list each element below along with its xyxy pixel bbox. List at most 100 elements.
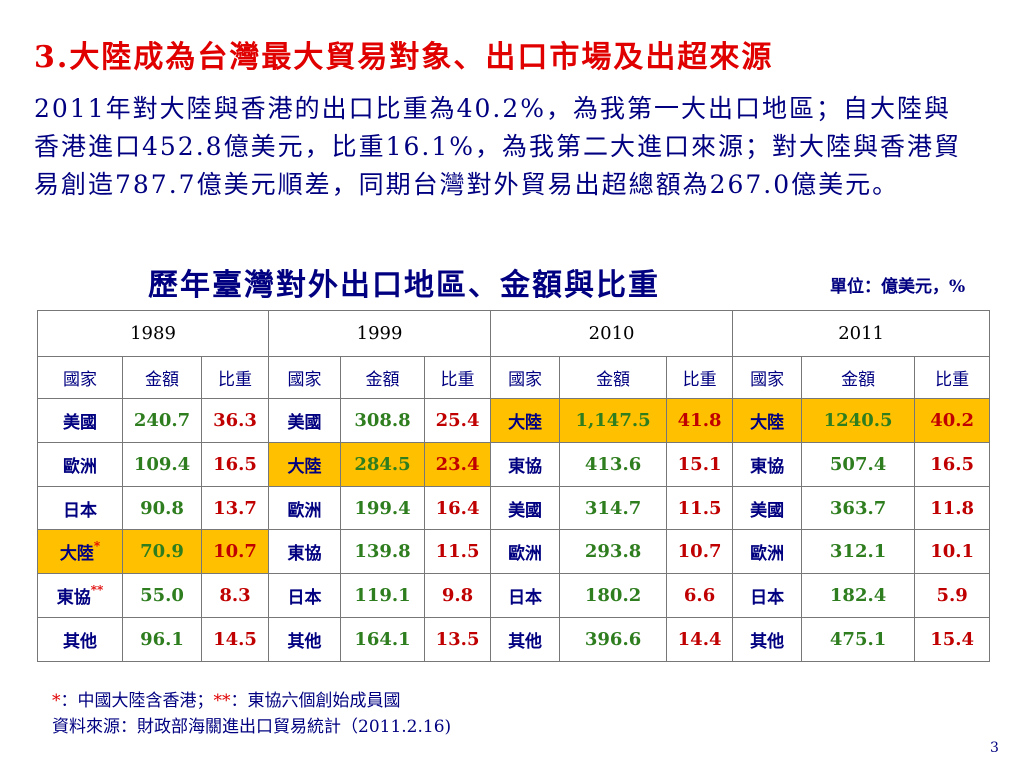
share-cell: 15.4: [914, 617, 991, 662]
col-header-share: 比重: [424, 356, 492, 399]
country-cell: 大陸: [490, 398, 561, 443]
country-cell: 大陸*: [37, 529, 123, 575]
amount-cell: 70.9: [122, 529, 202, 575]
footnote-text: ：中國大陸含香港；: [60, 691, 214, 711]
share-cell: 8.3: [200, 573, 270, 619]
share-cell: 11.8: [914, 485, 991, 531]
table-row: 大陸* 70.9 10.7 東協 139.8 11.5 歐洲 293.8 10.…: [37, 529, 991, 575]
amount-cell: 1240.5: [801, 398, 916, 443]
footnote-markers-line: *：中國大陸含香港；**：東協六個創始成員國: [52, 688, 451, 714]
amount-cell: 164.1: [340, 617, 426, 662]
amount-cell: 199.4: [340, 485, 426, 531]
year-header: 1989: [36, 310, 270, 357]
country-cell: 美國: [268, 398, 342, 443]
col-header-country: 國家: [732, 356, 803, 399]
share-cell: 16.5: [200, 441, 270, 487]
amount-cell: 308.8: [340, 398, 426, 443]
country-cell: 日本: [268, 573, 342, 619]
share-cell: 14.5: [200, 617, 270, 662]
col-header-share: 比重: [914, 356, 991, 399]
country-cell: 東協**: [37, 573, 123, 619]
table-row: 其他 96.1 14.5 其他 164.1 13.5 其他 396.6 14.4…: [37, 617, 991, 662]
country-cell: 歐洲: [732, 529, 803, 575]
amount-cell: 182.4: [801, 573, 916, 619]
table-row: 歐洲 109.4 16.5 大陸 284.5 23.4 東協 413.6 15.…: [37, 441, 991, 487]
share-cell: 41.8: [666, 398, 734, 443]
country-cell: 美國: [37, 398, 123, 443]
table-row: 日本 90.8 13.7 歐洲 199.4 16.4 美國 314.7 11.5…: [37, 485, 991, 531]
share-cell: 6.6: [666, 573, 734, 619]
col-header-share: 比重: [200, 356, 270, 399]
col-header-country: 國家: [37, 356, 123, 399]
page-number: 3: [990, 740, 999, 756]
col-header-country: 國家: [490, 356, 561, 399]
amount-cell: 109.4: [122, 441, 202, 487]
footnote-marker: *: [93, 539, 101, 554]
footnote-star: **: [213, 691, 231, 711]
country-cell: 歐洲: [268, 485, 342, 531]
footnote-marker: **: [90, 583, 104, 598]
amount-cell: 1,147.5: [559, 398, 668, 443]
col-header-amount: 金額: [122, 356, 202, 399]
amount-cell: 284.5: [340, 441, 426, 487]
footnote-star: *: [52, 691, 61, 711]
share-cell: 16.4: [424, 485, 492, 531]
share-cell: 36.3: [200, 398, 270, 443]
country-name: 東協: [56, 588, 91, 609]
share-cell: 13.7: [200, 485, 270, 531]
year-header: 2011: [732, 310, 991, 357]
country-cell: 東協: [490, 441, 561, 487]
share-cell: 14.4: [666, 617, 734, 662]
footnotes: *：中國大陸含香港；**：東協六個創始成員國 資料來源：財政部海關進出口貿易統計…: [52, 688, 451, 740]
col-header-amount: 金額: [801, 356, 916, 399]
country-cell: 美國: [490, 485, 561, 531]
country-cell: 歐洲: [37, 441, 123, 487]
share-cell: 23.4: [424, 441, 492, 487]
footnote-text: ：東協六個創始成員國: [230, 691, 401, 711]
amount-cell: 413.6: [559, 441, 668, 487]
share-cell: 11.5: [666, 485, 734, 531]
country-cell: 日本: [37, 485, 123, 531]
share-cell: 5.9: [914, 573, 991, 619]
table-row: 東協** 55.0 8.3 日本 119.1 9.8 日本 180.2 6.6 …: [37, 573, 991, 619]
country-cell: 歐洲: [490, 529, 561, 575]
country-cell: 大陸: [268, 441, 342, 487]
source-note: 資料來源：財政部海關進出口貿易統計（2011.2.16): [52, 717, 452, 737]
amount-cell: 363.7: [801, 485, 916, 531]
amount-cell: 396.6: [559, 617, 668, 662]
unit-label: 單位：億美元，%: [830, 277, 966, 297]
country-cell: 其他: [732, 617, 803, 662]
country-cell: 大陸: [732, 398, 803, 443]
country-cell: 日本: [490, 573, 561, 619]
share-cell: 16.5: [914, 441, 991, 487]
amount-cell: 55.0: [122, 573, 202, 619]
share-cell: 10.7: [200, 529, 270, 575]
country-cell: 其他: [37, 617, 123, 662]
share-cell: 10.7: [666, 529, 734, 575]
col-header-amount: 金額: [340, 356, 426, 399]
share-cell: 10.1: [914, 529, 991, 575]
country-cell: 東協: [732, 441, 803, 487]
amount-cell: 96.1: [122, 617, 202, 662]
table-row: 美國 240.7 36.3 美國 308.8 25.4 大陸 1,147.5 4…: [37, 398, 991, 443]
share-cell: 15.1: [666, 441, 734, 487]
summary-paragraph: 2011年對大陸與香港的出口比重為40.2%，為我第一大出口地區；自大陸與香港進…: [34, 94, 961, 199]
year-header: 1999: [268, 310, 492, 357]
amount-cell: 90.8: [122, 485, 202, 531]
share-cell: 11.5: [424, 529, 492, 575]
share-cell: 9.8: [424, 573, 492, 619]
country-cell: 日本: [732, 573, 803, 619]
share-cell: 25.4: [424, 398, 492, 443]
amount-cell: 119.1: [340, 573, 426, 619]
col-header-country: 國家: [268, 356, 342, 399]
export-table: 1989 1999 2010 2011 國家 金額 比重 國家 金額 比重 國家…: [36, 310, 991, 662]
amount-cell: 139.8: [340, 529, 426, 575]
amount-cell: 180.2: [559, 573, 668, 619]
year-header: 2010: [490, 310, 734, 357]
country-cell: 其他: [490, 617, 561, 662]
table-title: 歷年臺灣對外出口地區、金額與比重: [148, 268, 660, 303]
country-cell: 美國: [732, 485, 803, 531]
slide-title: 3.大陸成為台灣最大貿易對象、出口市場及出超來源: [34, 40, 774, 75]
share-cell: 40.2: [914, 398, 991, 443]
amount-cell: 293.8: [559, 529, 668, 575]
